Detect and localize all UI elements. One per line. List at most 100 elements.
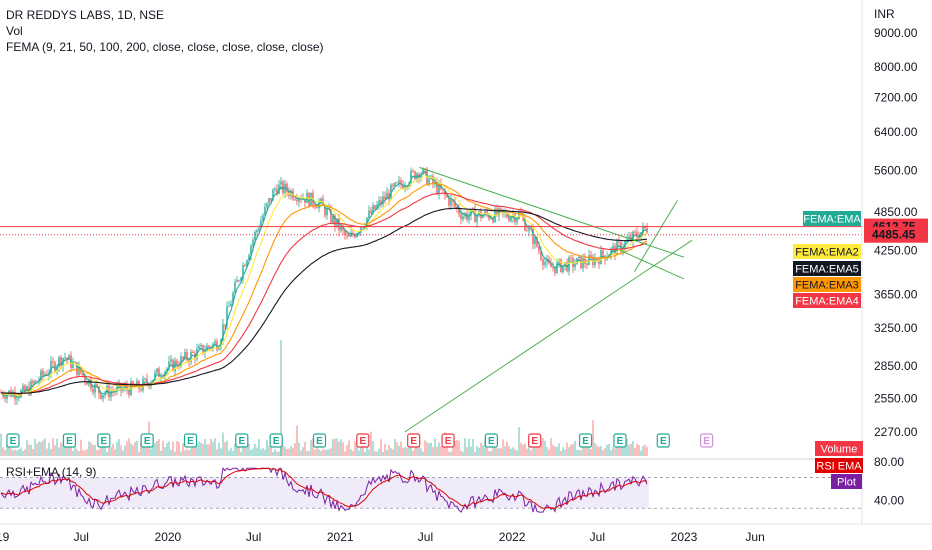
candle-body (526, 230, 528, 232)
volume-bar (378, 448, 380, 456)
earnings-icon-box (183, 433, 198, 448)
candle-body (52, 361, 54, 363)
volume-bar (40, 442, 42, 456)
candle-body (500, 208, 502, 210)
candle-body (428, 178, 430, 185)
candle-body (84, 375, 86, 382)
volume-bar (598, 446, 600, 456)
volume-bar (284, 446, 286, 456)
volume-bar (570, 444, 572, 456)
fema-legend[interactable]: FEMA (9, 21, 50, 100, 200, close, close,… (6, 40, 324, 54)
volume-bar (224, 442, 226, 456)
candle-body (348, 234, 350, 237)
volume-bars (0, 340, 648, 456)
indicator-tag-label: RSI EMA (816, 461, 862, 473)
candle-body (260, 220, 262, 229)
candle-body (396, 182, 398, 184)
volume-bar (138, 451, 140, 456)
price-axis-background (862, 0, 932, 550)
candle-body (66, 357, 68, 360)
candle-body (324, 205, 326, 216)
volume-bar (374, 451, 376, 456)
volume-bar (42, 440, 44, 456)
volume-bar (252, 448, 254, 456)
time-axis[interactable]: 2019 Jul 2020 Jul 2021 Jul 2022 Jul 2023 Jun (0, 523, 932, 544)
volume-bar (16, 450, 18, 456)
candle-body (380, 200, 382, 205)
candle-body (178, 366, 180, 367)
candle-body (602, 250, 604, 256)
earnings-icon: E (312, 433, 327, 448)
volume-bar (586, 442, 588, 456)
candle-body (36, 380, 38, 382)
volume-bar (66, 441, 68, 456)
volume-bar (634, 447, 636, 456)
volume-bar (26, 440, 28, 456)
volume-bar (432, 446, 434, 456)
earnings-icon-box (269, 433, 283, 448)
time-tick-label: 2019 (0, 530, 10, 544)
candle-body (270, 198, 272, 201)
candle-body (394, 182, 396, 186)
volume-bar (368, 449, 370, 456)
candle-body (356, 233, 358, 238)
price-tick-label: 8000.00 (874, 60, 918, 74)
candle-body (226, 306, 228, 326)
volume-bar (34, 438, 36, 456)
candle-body (316, 207, 318, 209)
volume-bar (262, 448, 264, 456)
indicator-tag: Plot (831, 474, 862, 489)
volume-bar (154, 443, 156, 456)
volume-bar (514, 449, 516, 456)
candle-body (510, 217, 512, 221)
candle-body (386, 192, 388, 200)
volume-bar (208, 444, 210, 456)
volume-bar (270, 446, 272, 456)
trendlines[interactable] (404, 166, 693, 433)
earnings-icon-box (62, 433, 77, 448)
earnings-icon: E (407, 433, 421, 448)
volume-bar (484, 439, 486, 456)
candle-body (574, 264, 576, 268)
ema-21-line (0, 174, 648, 397)
volume-bar (220, 448, 222, 456)
candle-body (24, 385, 26, 393)
volume-bar (188, 450, 190, 456)
rsi-legend[interactable]: RSI+EMA (14, 9) (6, 465, 97, 479)
volume-bar (140, 441, 142, 456)
candle-body (280, 181, 282, 185)
volume-bar (98, 449, 100, 456)
price-lines (0, 226, 862, 236)
volume-bar (166, 443, 168, 456)
candle-body (18, 397, 20, 399)
candle-body (214, 341, 216, 344)
volume-bar (132, 445, 134, 456)
candle-body (620, 242, 622, 252)
volume-bar (366, 440, 368, 456)
rsi-band-background (0, 458, 932, 509)
price-axis[interactable]: INR 9000.00 8000.00 7200.00 6400.00 5600.00 48… (861, 0, 932, 550)
volume-bar (464, 438, 466, 456)
volume-legend[interactable]: Vol (6, 24, 23, 38)
volume-bar (94, 444, 96, 456)
volume-bar (150, 448, 152, 456)
indicator-tag-background (815, 458, 863, 473)
earnings-icon-label: E (445, 436, 452, 447)
volume-bar (478, 447, 480, 456)
candle-body (442, 189, 444, 191)
volume-bar (548, 449, 550, 456)
candle-body (216, 341, 218, 350)
candle-body (370, 210, 372, 214)
volume-bar (296, 425, 298, 456)
volume-bar (6, 444, 8, 456)
volume-bar (124, 445, 126, 456)
earnings-icon-label: E (10, 436, 17, 447)
candle-body (246, 260, 248, 267)
volume-bar (364, 451, 366, 456)
price-tick-label: 4250.00 (874, 243, 918, 257)
symbol-title[interactable]: DR REDDYS LABS, 1D, NSE (6, 8, 165, 22)
earnings-icon-box (312, 433, 327, 448)
indicator-tag-background (815, 441, 863, 456)
